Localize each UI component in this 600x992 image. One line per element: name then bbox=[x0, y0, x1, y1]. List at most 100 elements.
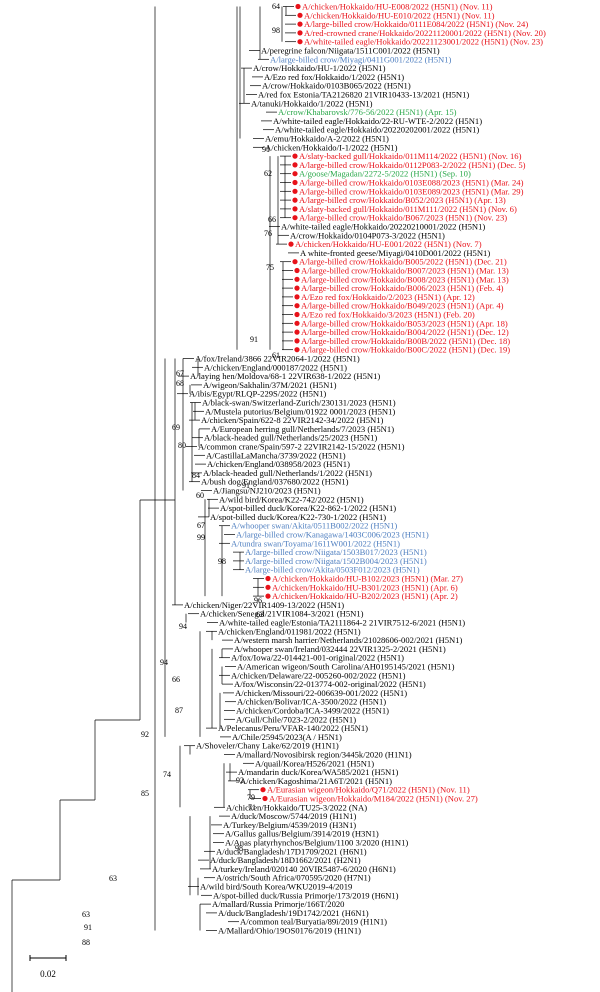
bootstrap-value: 79 bbox=[247, 793, 255, 802]
taxon-label: A/crow/Hokkaido/0103B065/2022 (H5N1) bbox=[262, 81, 411, 91]
taxon-label: A/large-billed crow/Hokkaido/B00B/2022 (… bbox=[301, 336, 510, 346]
taxon-label: A/ibis/Egypt/RLQP-229S/2022 (H5N1) bbox=[189, 389, 326, 399]
taxon-label: A/large-billed crow/Akita/0503F012/2023 … bbox=[245, 565, 420, 575]
tip-marker-dot bbox=[292, 171, 298, 177]
taxon-label: A/chicken/Kagoshima/21A6T/2021 (H5N1) bbox=[240, 776, 392, 786]
bootstrap-value: 91 bbox=[250, 335, 258, 344]
taxon-label: A/peregrine falcon/Niigata/1511C001/2022… bbox=[261, 46, 440, 56]
taxon-label: A/CastillaLaMancha/3739/2022 (H5N1) bbox=[206, 450, 346, 460]
bootstrap-value: 98 bbox=[218, 557, 226, 566]
scale-bar-label: 0.02 bbox=[40, 969, 56, 979]
taxon-label: A/red fox Estonia/TA2126820 21VIR10433-1… bbox=[258, 90, 469, 100]
taxon-label: A/Eurasian wigeon/Hokkaido/Q71/2022 (H5N… bbox=[267, 785, 470, 795]
tip-marker-dot bbox=[294, 320, 300, 326]
taxon-label: A/large-billed crow/Hokkaido/B049/2023 (… bbox=[301, 301, 504, 311]
taxon-label: A/chicken/Hokkaido/I-1/2022 (H5N1) bbox=[265, 142, 398, 152]
taxon-label: A/Ezo red fox/Hokkaido/1/2022 (H5N1) bbox=[264, 72, 404, 82]
bootstrap-value: 60 bbox=[196, 491, 204, 500]
taxon-label: A/chicken/Hokkaido/TU25-3/2022 (NA) bbox=[226, 802, 367, 812]
bootstrap-value: 76 bbox=[264, 229, 272, 238]
tip-marker-dot bbox=[288, 241, 294, 247]
taxon-label: A/chicken/Missouri/22-006639-001/2022 (H… bbox=[235, 688, 407, 698]
taxon-label: A/Gallus gallus/Belgium/3914/2019 (H3N1) bbox=[225, 829, 379, 839]
taxon-label: A/emu/Hokkaido/A-2/2022 (H5N1) bbox=[265, 134, 389, 144]
taxon-label: A/western marsh harrier/Netherlands/2102… bbox=[234, 635, 463, 645]
tip-marker-dot bbox=[292, 162, 298, 168]
taxon-label: A/fox/Ireland/3866 22VIR2064-1/2022 (H5N… bbox=[195, 354, 360, 364]
taxon-label: A/slaty-backed gull/Hokkaido/011M114/202… bbox=[299, 151, 522, 161]
taxon-label: A/chicken/Hokkaido/HU-B102/2023 (H5N1) (… bbox=[272, 574, 463, 584]
bootstrap-value: 92 bbox=[141, 730, 149, 739]
taxon-label: A/duck/Moscow/5744/2019 (H1N1) bbox=[231, 811, 356, 821]
bootstrap-value: 66 bbox=[172, 675, 180, 684]
taxon-label: A/large-billed crow/Hokkaido/B004/2022 (… bbox=[301, 327, 509, 337]
tip-marker-dot bbox=[294, 267, 300, 274]
bootstrap-value: 66 bbox=[268, 215, 276, 224]
taxon-label: A/common teal/Buryatia/89i/2019 (H1N1) bbox=[240, 917, 387, 927]
taxon-label: A/Pelecanus/Peru/VFAR-140/2022 (H5N1) bbox=[218, 723, 368, 733]
taxon-label: A/chicken/Hokkaido/HU-B301/2023 (H5N1) (… bbox=[272, 582, 458, 592]
taxon-label: A/white-tailed eagle/Hokkaido/22-RU-WTE-… bbox=[273, 116, 482, 126]
bootstrap-value: 96 bbox=[254, 596, 262, 605]
taxon-label: A/Mustela putorius/Belgium/01922 0001/20… bbox=[205, 406, 395, 416]
taxon-label: A/chicken/Cordoba/ICA-3499/2022 (H5N1) bbox=[236, 706, 389, 716]
taxon-label: A/spot-billed duck/Korea/K22-862-1/2022 … bbox=[220, 503, 396, 513]
taxon-label: A/large-billed crow/Hokkaido/0103E088/20… bbox=[299, 178, 524, 188]
tip-marker-dot bbox=[295, 3, 301, 10]
scale-bar: 0.02 bbox=[29, 955, 67, 979]
taxon-label: A/chicken/Niger/22VIR1409-13/2022 (H5N1) bbox=[184, 600, 344, 610]
bootstrap-value: 71 bbox=[248, 803, 256, 812]
taxon-label: A/Anas platyrhynchos/Belgium/1100 3/2020… bbox=[225, 838, 408, 848]
tip-marker-dot bbox=[265, 575, 271, 582]
tip-markers bbox=[260, 3, 303, 802]
taxon-label: A/large-billed crow/Hokkaido/0112P083-2/… bbox=[299, 160, 526, 170]
taxon-label: A/chicken/England/038958/2023 (H5N1) bbox=[207, 459, 350, 469]
bootstrap-value: 63 bbox=[82, 910, 90, 919]
taxon-label: A/crow/Hokkaido/HU-1/2022 (H5N1) bbox=[253, 63, 386, 73]
bootstrap-value: 85 bbox=[141, 789, 149, 798]
taxon-label: A/chicken/Spain/622-8 22VIR2142-34/2022 … bbox=[201, 415, 383, 425]
tip-marker-dot bbox=[297, 39, 303, 45]
tip-marker-dot bbox=[294, 285, 300, 291]
taxon-label: A/chicken/Hokkaido/HU-E001/2022 (H5N1) (… bbox=[295, 239, 482, 249]
taxon-label: A/red-crowned crane/Hokkaido/20221120001… bbox=[304, 28, 546, 38]
taxon-label: A/chicken/Hokkaido/HU-B202/2023 (H5N1) (… bbox=[272, 591, 458, 601]
taxon-label: A/Ezo red fox/Hokkaido/2/2023 (H5N1) (Ap… bbox=[301, 292, 475, 302]
taxon-label: A/European herring gull/Netherlands/7/20… bbox=[211, 424, 394, 434]
taxon-label: A/large-billed crow/Hokkaido/B067/2023 (… bbox=[299, 213, 507, 223]
taxon-label: A/black-headed gull/Netherlands/1/2022 (… bbox=[203, 468, 372, 478]
taxon-label: A/spot-billed duck/Korea/K22-730-1/2022 … bbox=[210, 512, 386, 522]
tip-marker-dot bbox=[262, 795, 268, 802]
tip-marker-dot bbox=[292, 259, 298, 265]
bootstrap-value: 92 bbox=[236, 776, 244, 785]
taxon-label: A/large-billed crow/Niigata/1503B017/202… bbox=[245, 547, 427, 557]
taxon-label: A/fox/Iowa/22-014421-001-original/2022 (… bbox=[231, 653, 404, 663]
taxon-label: A/Mallard/Ohio/19OS0176/2019 (H1N1) bbox=[218, 926, 361, 936]
taxon-label: A/chicken/Hokkaido/HU-E010/2022 (H5N1) (… bbox=[304, 10, 495, 20]
taxon-label: A/duck/Bangladesh/19D1742/2021 (H6N1) bbox=[218, 908, 369, 918]
tip-marker-dot bbox=[292, 215, 298, 221]
bootstrap-value: 74 bbox=[163, 770, 171, 779]
taxon-label: A/chicken/Hokkaido/HU-E008/2022 (H5N1) (… bbox=[302, 2, 493, 12]
taxon-label: A/goose/Magadan/2272-5/2022 (H5N1) (Sep.… bbox=[299, 169, 471, 179]
taxon-label: A/wild bird/South Korea/WKU2019-4/2019 bbox=[200, 882, 352, 892]
taxon-label: A/chicken/England/000187/2022 (H5N1) bbox=[204, 362, 347, 372]
taxon-label: A/tanuki/Hokkaido/1/2022 (H5N1) bbox=[251, 98, 373, 108]
taxon-label: A/large-billed crow/Hokkaido/0111E084/20… bbox=[304, 19, 528, 29]
tip-marker-dot bbox=[294, 347, 300, 353]
bootstrap-value: 91 bbox=[262, 145, 270, 154]
tip-marker-dot bbox=[294, 294, 300, 300]
taxon-label: A/mallard/Russia Primorje/166T/2020 bbox=[212, 899, 344, 909]
taxon-label: A/quail/Korea/H526/2021 (H5N1) bbox=[255, 758, 374, 768]
taxon-label: A/turkey/Ireland/020140 20VIR5487-6/2020… bbox=[212, 864, 396, 874]
bootstrap-value: 63 bbox=[256, 610, 264, 619]
taxon-label: A/spot-billed duck/Russia Primorje/173/2… bbox=[213, 890, 399, 900]
taxon-label: A/chicken/Delaware/22-005260-002/2022 (H… bbox=[231, 670, 406, 680]
tip-marker-dot bbox=[294, 276, 300, 282]
taxon-label: A/large-billed crow/Kanagawa/1403C006/20… bbox=[236, 530, 429, 540]
bootstrap-value: 62 bbox=[264, 169, 272, 178]
bootstrap-value: 68 bbox=[176, 379, 184, 388]
tip-marker-dot bbox=[292, 179, 298, 186]
taxon-label: A/white-tailed eagle/Hokkaido/2022020200… bbox=[275, 125, 479, 135]
